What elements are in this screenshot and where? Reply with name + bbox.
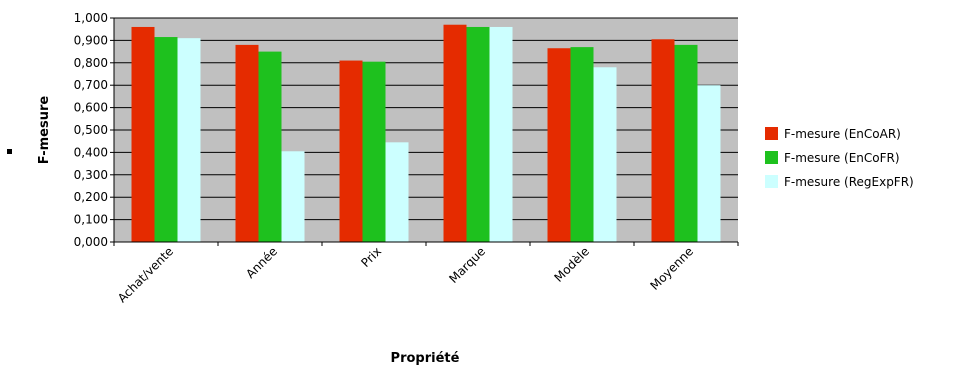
bar (443, 24, 467, 242)
x-axis-title: Propriété (391, 351, 460, 366)
gridlines (110, 17, 738, 243)
bar (131, 26, 155, 243)
bar (281, 151, 305, 242)
x-tick-label: Achat/vente (115, 244, 176, 305)
bar (177, 38, 201, 242)
y-axis-title: F-mesure (37, 96, 52, 165)
y-tick-label: 0,800 (74, 56, 108, 70)
bar (154, 37, 178, 242)
y-tick-label: 0,600 (74, 101, 108, 115)
bar (385, 142, 409, 242)
bar (651, 39, 675, 242)
y-tick-label: 0,400 (74, 145, 108, 159)
bar (466, 26, 490, 243)
y-tick-label: 0,100 (74, 213, 108, 227)
legend: F-mesure (EnCoAR) F-mesure (EnCoFR) F-mesu… (765, 127, 914, 189)
x-tick-label: Marque (446, 244, 488, 286)
bar (570, 47, 594, 243)
bar (362, 61, 386, 243)
legend-swatch (765, 151, 778, 164)
x-tick-label: Moyenne (647, 244, 696, 293)
y-tick-label: 1,000 (74, 11, 108, 25)
legend-label: F-mesure (EnCoAR) (784, 127, 901, 141)
bar (697, 85, 721, 242)
bar (489, 26, 513, 243)
y-tick-labels: 0,000 0,100 0,200 0,300 0,400 0,500 0,600 0,700… (74, 11, 108, 249)
legend-label: F-mesure (RegExpFR) (784, 175, 914, 189)
bar (235, 44, 259, 242)
bar (339, 60, 363, 243)
x-tick-label: Année (243, 244, 280, 281)
x-tick-labels: Achat/vente Année Prix Marque Modèle Moyenne (115, 244, 696, 305)
y-tick-label: 0,500 (74, 123, 108, 137)
legend-label: F-mesure (EnCoFR) (784, 151, 900, 165)
legend-swatch (765, 175, 778, 188)
y-tick-label: 0,300 (74, 168, 108, 182)
bar (674, 44, 698, 242)
x-tick-label: Prix (358, 244, 384, 270)
legend-swatch (765, 127, 778, 140)
y-tick-label: 0,200 (74, 190, 108, 204)
decorative-square (7, 149, 12, 154)
bar (547, 48, 571, 242)
y-tick-label: 0,000 (74, 235, 108, 249)
bar (258, 51, 282, 242)
bar (593, 67, 617, 242)
x-tick-label: Modèle (552, 244, 593, 285)
y-tick-label: 0,700 (74, 78, 108, 92)
y-tick-label: 0,900 (74, 33, 108, 47)
bars (113, 24, 739, 246)
